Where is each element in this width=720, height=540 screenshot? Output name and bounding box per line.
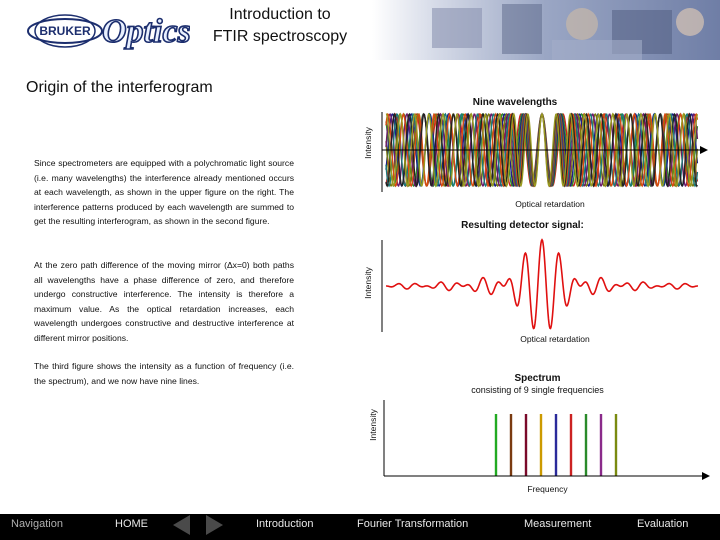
paragraph-zero-path-difference: At the zero path difference of the movin… xyxy=(34,260,294,343)
chart1-nine-wavelengths xyxy=(381,112,708,192)
chart3-ylabel: Intensity xyxy=(368,409,378,441)
chart1-ylabel: Intensity xyxy=(363,127,373,159)
chart1-waves xyxy=(385,112,699,188)
chart3-subtitle: consisting of 9 single frequencies xyxy=(471,385,604,395)
bruker-logo: BRUKER xyxy=(27,14,103,48)
chart3-xlabel: Frequency xyxy=(527,484,568,494)
chart2-ylabel: Intensity xyxy=(363,267,373,299)
chart2-signal-line xyxy=(386,238,698,330)
nav-measurement-link[interactable]: Measurement xyxy=(524,518,592,530)
nav-label: Navigation xyxy=(11,518,63,530)
chart2-title: Resulting detector signal: xyxy=(461,220,584,231)
paragraph-polychromatic: Since spectrometers are equipped with a … xyxy=(34,158,294,226)
header-title-line1: Introduction to xyxy=(229,6,331,23)
nav-fourier-link[interactable]: Fourier Transformation xyxy=(357,518,469,530)
optics-logo-text: Optics xyxy=(102,13,190,50)
nav-back-arrow-icon[interactable] xyxy=(173,515,190,535)
chart1-x-arrow xyxy=(700,146,708,154)
header: BRUKER Optics Introduction to FTIR spect… xyxy=(0,0,720,60)
nav-introduction-link[interactable]: Introduction xyxy=(256,518,314,530)
nav-evaluation-link[interactable]: Evaluation xyxy=(637,518,689,530)
chart1-wave-9 xyxy=(385,112,699,188)
chart3-x-arrow xyxy=(702,472,710,480)
header-title-line2: FTIR spectroscopy xyxy=(212,28,348,45)
nav-bar xyxy=(0,514,720,540)
header-photo-strip xyxy=(372,0,720,60)
chart3-title: Spectrum xyxy=(514,373,561,384)
nav-forward-arrow-icon[interactable] xyxy=(206,515,223,535)
page-title: Origin of the interferogram xyxy=(26,79,213,96)
chart3-spectrum xyxy=(383,400,710,480)
chart2-xlabel: Optical retardation xyxy=(520,334,590,344)
optics-logo: Optics xyxy=(101,12,190,51)
chart3-lines xyxy=(494,414,618,476)
chart2-detector-signal xyxy=(381,238,698,332)
chart1-title: Nine wavelengths xyxy=(472,97,558,108)
nav-home-link[interactable]: HOME xyxy=(115,518,148,530)
bruker-logo-text: BRUKER xyxy=(39,24,91,38)
chart1-xlabel: Optical retardation xyxy=(515,199,585,209)
paragraph-spectrum: The third figure shows the intensity as … xyxy=(34,361,294,386)
